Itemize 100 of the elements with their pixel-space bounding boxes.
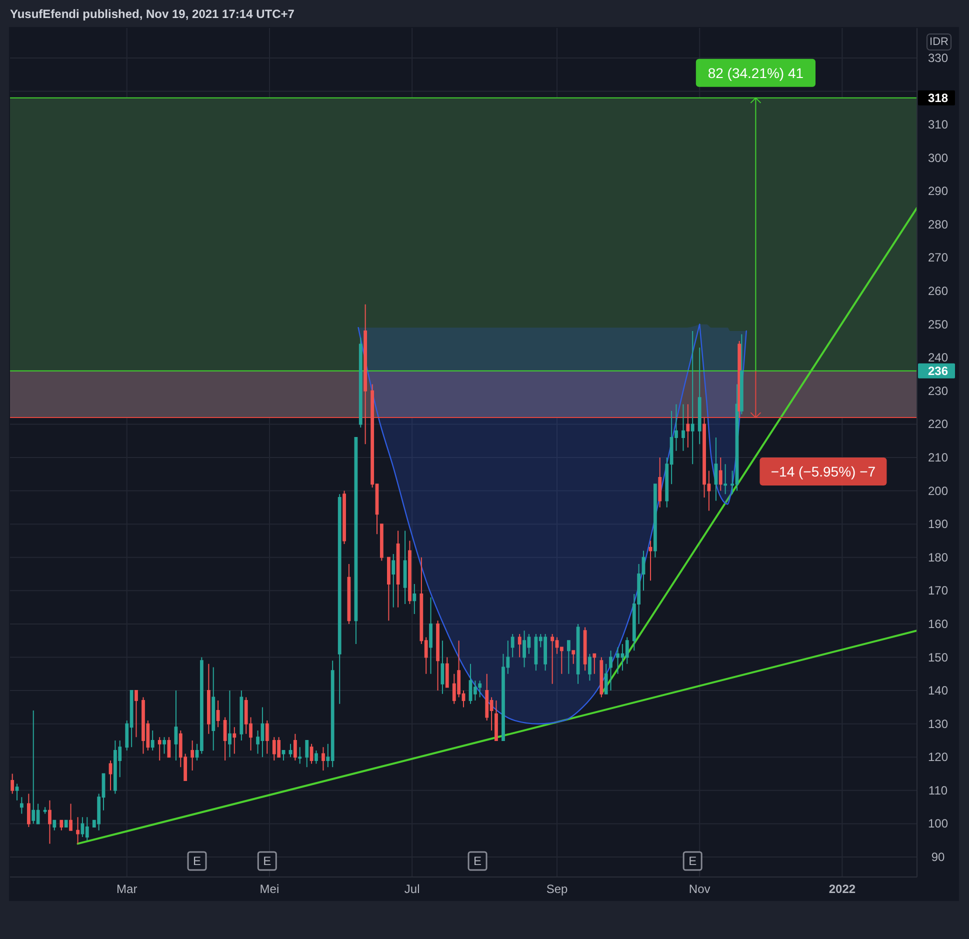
- candlestick: [358, 337, 362, 428]
- candlestick: [445, 656, 449, 688]
- candlestick: [740, 334, 744, 415]
- candlestick: [60, 820, 64, 831]
- candlestick: [686, 404, 690, 448]
- candlestick: [566, 640, 570, 674]
- candlestick: [494, 700, 498, 741]
- x-tick-label: Mei: [260, 882, 280, 896]
- candlestick: [592, 653, 596, 674]
- y-tick-label: 110: [928, 783, 948, 798]
- x-tick-label: Nov: [688, 882, 710, 896]
- y-tick-label: 190: [928, 517, 948, 532]
- y-tick-label: 100: [928, 816, 948, 831]
- candlestick: [167, 736, 171, 758]
- candlestick: [440, 640, 444, 694]
- chart-title: YusufEfendi published, Nov 19, 2021 17:14 UTC+7: [10, 7, 295, 21]
- y-tick-label: 160: [928, 616, 948, 631]
- candlestick: [724, 464, 728, 495]
- annotation: E: [474, 854, 482, 868]
- candlestick: [212, 666, 216, 751]
- y-tick-label: 290: [928, 184, 948, 198]
- candlestick: [714, 437, 718, 502]
- y-tick-label: 250: [928, 317, 948, 332]
- candlestick: [510, 633, 514, 658]
- y-tick-label: 300: [928, 150, 948, 165]
- candlestick: [228, 690, 232, 758]
- candlestick: [314, 750, 318, 764]
- candlestick: [305, 740, 309, 768]
- candlestick: [347, 564, 351, 624]
- candlestick: [576, 623, 580, 684]
- y-tick-label: 270: [928, 250, 948, 265]
- candlestick: [600, 656, 604, 698]
- ref-line-label: 236: [928, 364, 948, 378]
- candlestick: [223, 716, 227, 761]
- y-tick-label: 260: [928, 284, 948, 298]
- candlestick: [108, 760, 112, 791]
- candlestick: [216, 700, 220, 728]
- candlestick: [392, 554, 396, 608]
- candlestick: [134, 690, 138, 738]
- candlestick: [364, 304, 368, 445]
- annotation: E: [193, 854, 202, 868]
- candlestick: [518, 633, 522, 658]
- candlestick: [386, 556, 390, 622]
- y-tick-label: 140: [928, 684, 948, 698]
- candlestick: [85, 816, 89, 841]
- candlestick: [190, 740, 194, 771]
- candlestick: [412, 584, 416, 614]
- y-tick-label: 310: [928, 118, 948, 132]
- candlestick: [609, 650, 612, 692]
- candlestick: [436, 620, 440, 692]
- y-axis-title: IDR: [930, 36, 949, 48]
- x-tick-label: Mar: [116, 882, 138, 896]
- candlestick: [648, 540, 652, 582]
- y-tick-label: 170: [928, 584, 948, 598]
- candlestick: [232, 726, 236, 754]
- candlestick: [354, 437, 358, 644]
- x-tick-label: 2022: [828, 882, 856, 896]
- candlestick: [15, 783, 19, 801]
- candlestick: [174, 690, 178, 761]
- y-tick-label: 90: [931, 850, 945, 864]
- candlestick: [338, 494, 342, 704]
- y-tick-label: 280: [928, 217, 948, 232]
- candlestick: [322, 746, 325, 771]
- candlestick: [298, 746, 302, 764]
- candlestick: [207, 663, 210, 734]
- annotation: E: [263, 854, 272, 868]
- candlestick: [150, 730, 154, 751]
- candlestick: [604, 663, 608, 694]
- candlestick: [718, 456, 722, 492]
- annotation: −14 (−5.95%) −7: [770, 464, 876, 480]
- annotation: 82 (34.21%) 41: [708, 64, 804, 81]
- candlestick: [48, 800, 52, 844]
- candlestick: [698, 347, 702, 445]
- ref-line-label: 318: [928, 90, 948, 105]
- y-tick-label: 210: [928, 450, 948, 464]
- y-tick-label: 150: [928, 650, 948, 664]
- candlestick: [43, 806, 47, 814]
- candlestick: [52, 820, 56, 831]
- candlestick: [282, 750, 286, 761]
- y-tick-label: 200: [928, 484, 948, 498]
- candlestick: [682, 404, 685, 452]
- candlestick: [265, 720, 269, 754]
- candlestick: [429, 596, 432, 674]
- x-tick-label: Sep: [546, 882, 568, 896]
- y-tick-label: 330: [928, 50, 948, 65]
- y-tick-label: 120: [928, 750, 948, 764]
- y-tick-label: 230: [928, 384, 948, 398]
- candlestick: [20, 796, 24, 814]
- candlestick: [550, 633, 554, 684]
- candlestick: [10, 773, 14, 794]
- candlestick: [690, 330, 694, 465]
- candlestick: [240, 690, 244, 741]
- candlestick: [158, 736, 162, 761]
- candlestick: [76, 816, 80, 844]
- candlestick: [396, 530, 400, 608]
- candlestick: [27, 793, 30, 828]
- candlestick: [658, 456, 662, 508]
- candlestick: [69, 803, 72, 831]
- candlestick: [583, 626, 587, 672]
- candlestick: [408, 540, 412, 604]
